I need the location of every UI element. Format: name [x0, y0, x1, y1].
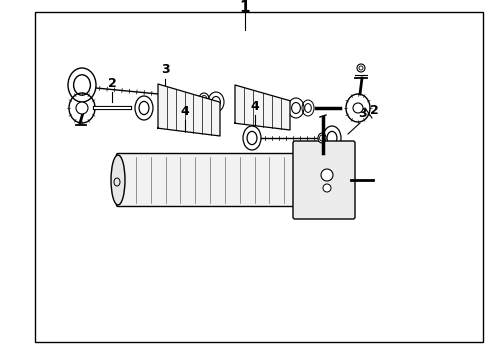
Ellipse shape	[359, 66, 363, 70]
Ellipse shape	[111, 155, 125, 205]
Ellipse shape	[357, 64, 365, 72]
Text: 1: 1	[240, 0, 250, 15]
Ellipse shape	[319, 135, 324, 141]
Circle shape	[353, 103, 363, 113]
Text: 2: 2	[369, 104, 378, 117]
Ellipse shape	[201, 95, 207, 103]
FancyBboxPatch shape	[117, 153, 304, 207]
Text: 4: 4	[181, 105, 189, 118]
FancyBboxPatch shape	[293, 141, 355, 219]
Text: 3: 3	[161, 63, 170, 76]
Text: 2: 2	[108, 77, 117, 90]
Circle shape	[321, 169, 333, 181]
Polygon shape	[235, 85, 290, 130]
Text: 3: 3	[358, 107, 367, 120]
Circle shape	[76, 102, 88, 114]
Polygon shape	[158, 84, 220, 136]
Ellipse shape	[318, 133, 326, 143]
Circle shape	[323, 184, 331, 192]
Text: 4: 4	[250, 100, 259, 113]
Ellipse shape	[199, 93, 209, 105]
